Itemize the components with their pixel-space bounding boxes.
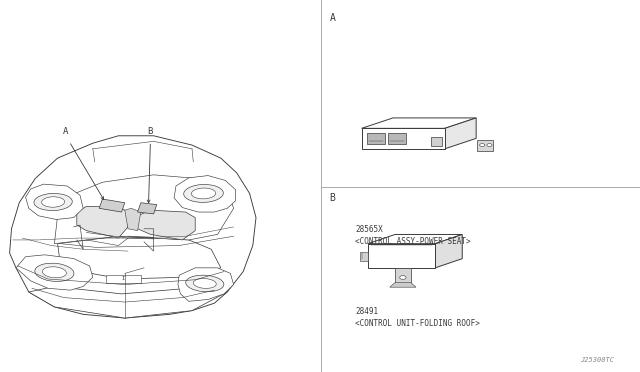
Polygon shape <box>435 234 462 268</box>
Polygon shape <box>99 199 125 212</box>
Text: 28565X: 28565X <box>355 225 383 234</box>
Polygon shape <box>29 286 227 318</box>
Ellipse shape <box>34 193 72 211</box>
Polygon shape <box>16 255 93 290</box>
Polygon shape <box>178 268 234 301</box>
Ellipse shape <box>193 279 216 288</box>
Text: I: I <box>121 276 125 282</box>
Polygon shape <box>58 236 221 279</box>
Text: B: B <box>330 193 335 203</box>
Polygon shape <box>362 118 476 128</box>
Text: <CONTROL ASSY-POWER SEAT>: <CONTROL ASSY-POWER SEAT> <box>355 237 471 246</box>
Polygon shape <box>54 175 234 244</box>
Polygon shape <box>138 203 157 214</box>
Circle shape <box>399 276 406 279</box>
FancyBboxPatch shape <box>106 275 141 283</box>
Polygon shape <box>390 283 416 287</box>
Polygon shape <box>125 208 141 231</box>
Polygon shape <box>138 210 195 240</box>
Polygon shape <box>368 234 462 244</box>
Ellipse shape <box>42 267 67 278</box>
Polygon shape <box>367 133 385 144</box>
Text: 28491: 28491 <box>355 307 378 316</box>
Polygon shape <box>77 206 128 238</box>
Polygon shape <box>362 128 445 149</box>
Ellipse shape <box>35 263 74 282</box>
Polygon shape <box>174 176 236 212</box>
Polygon shape <box>445 118 476 149</box>
Ellipse shape <box>184 185 223 202</box>
Polygon shape <box>368 244 435 268</box>
Text: J25300TC: J25300TC <box>580 357 614 363</box>
Polygon shape <box>477 140 493 151</box>
Polygon shape <box>26 184 83 219</box>
Circle shape <box>479 144 485 147</box>
Polygon shape <box>395 268 411 283</box>
Polygon shape <box>360 252 368 260</box>
Ellipse shape <box>186 275 224 292</box>
Text: B: B <box>148 127 153 136</box>
Ellipse shape <box>42 197 65 207</box>
Polygon shape <box>10 136 256 318</box>
Polygon shape <box>388 133 406 144</box>
Text: A: A <box>63 127 68 136</box>
Circle shape <box>487 144 492 147</box>
Polygon shape <box>431 137 442 146</box>
Text: <CONTROL UNIT-FOLDING ROOF>: <CONTROL UNIT-FOLDING ROOF> <box>355 319 480 328</box>
Ellipse shape <box>191 188 216 199</box>
Text: A: A <box>330 13 335 23</box>
